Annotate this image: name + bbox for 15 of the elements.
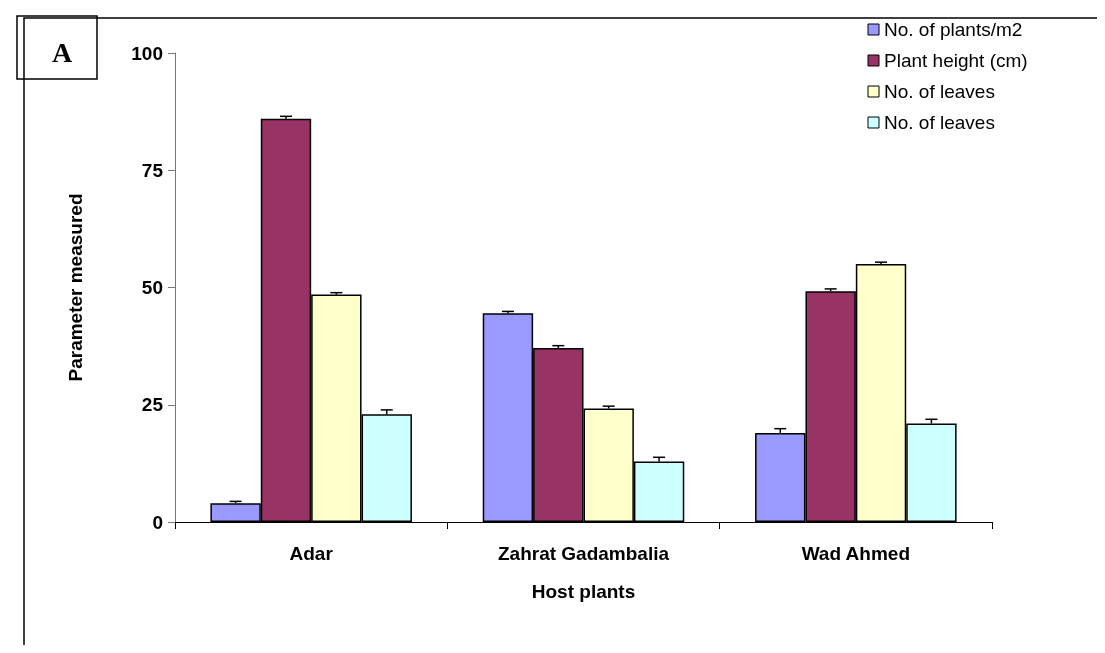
- y-axis-title: Parameter measured: [65, 193, 86, 382]
- y-tick-label: 25: [141, 394, 164, 416]
- legend-label: No. of leaves: [884, 111, 995, 133]
- y-tick-label: 100: [131, 42, 163, 64]
- legend-label: No. of leaves: [884, 80, 995, 102]
- x-tick-label: Adar: [289, 543, 334, 564]
- x-tick-label: Wad Ahmed: [801, 543, 911, 564]
- y-tick-label: 75: [141, 159, 164, 181]
- x-tick-label: Zahrat Gadambalia: [497, 543, 670, 564]
- legend-label: Plant height (cm): [884, 49, 1028, 71]
- y-tick-label: 50: [141, 277, 163, 298]
- y-tick-label: 0: [152, 511, 163, 533]
- legend-label: No. of plants/m2: [884, 18, 1023, 40]
- x-axis-title: Host plants: [531, 581, 636, 602]
- chart-title: A: [51, 36, 73, 68]
